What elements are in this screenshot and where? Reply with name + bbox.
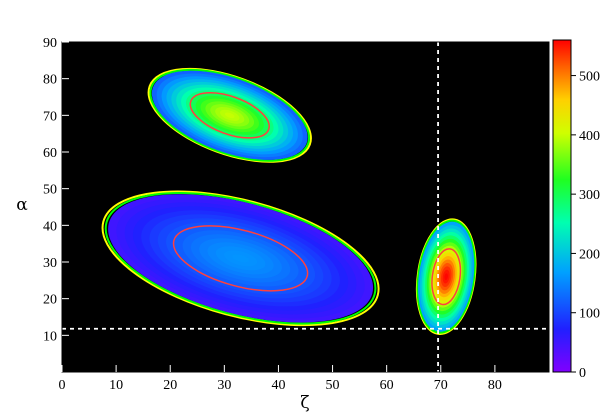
x-axis-ticks: 0 10 20 30 40 50 60 70 80 bbox=[59, 365, 502, 393]
x-tick-label: 80 bbox=[488, 378, 502, 393]
reference-lines bbox=[62, 42, 549, 372]
cluster-0 bbox=[147, 67, 312, 163]
y-tick-label: 10 bbox=[43, 329, 57, 344]
density-band bbox=[232, 254, 249, 263]
density-band bbox=[224, 112, 235, 119]
y-tick-label: 70 bbox=[43, 109, 57, 124]
y-tick-label: 20 bbox=[43, 293, 57, 308]
x-tick-label: 60 bbox=[380, 378, 394, 393]
x-tick-label: 70 bbox=[434, 378, 448, 393]
colorbar-tick-label: 400 bbox=[579, 129, 600, 144]
y-axis-ticks: 10 20 30 40 50 60 70 80 90 bbox=[43, 36, 69, 344]
y-tick-label: 60 bbox=[43, 146, 57, 161]
x-tick-label: 20 bbox=[163, 378, 177, 393]
contour-outer bbox=[101, 190, 380, 327]
colorbar bbox=[552, 39, 572, 373]
cluster-1 bbox=[101, 190, 380, 327]
density-band bbox=[444, 273, 448, 281]
colorbar-tick-label: 500 bbox=[579, 70, 600, 85]
contour-inner bbox=[172, 225, 309, 292]
colorbar-tick-label: 200 bbox=[579, 247, 600, 262]
x-tick-label: 40 bbox=[271, 378, 285, 393]
y-tick-label: 40 bbox=[43, 219, 57, 234]
y-axis-title: α bbox=[16, 195, 28, 215]
plot-frame bbox=[61, 41, 550, 373]
x-tick-label: 30 bbox=[217, 378, 231, 393]
x-tick-label: 50 bbox=[326, 378, 340, 393]
contour-inner bbox=[189, 92, 270, 139]
x-tick-label: 10 bbox=[109, 378, 123, 393]
contour-outer bbox=[104, 192, 377, 325]
colorbar-tick-label: 300 bbox=[579, 188, 600, 203]
cluster-2 bbox=[415, 218, 477, 335]
density-clusters bbox=[101, 67, 477, 335]
colorbar-tick-label: 100 bbox=[579, 307, 600, 322]
x-tick-label: 0 bbox=[59, 378, 66, 393]
x-axis-title: ζ bbox=[300, 393, 309, 413]
colorbar-tick-label: 0 bbox=[579, 366, 586, 381]
contour-outer bbox=[149, 68, 311, 162]
colorbar-ticks: 0 100 200 300 400 500 bbox=[571, 70, 600, 381]
contour-inner bbox=[431, 248, 462, 306]
y-tick-label: 50 bbox=[43, 183, 57, 198]
y-tick-label: 80 bbox=[43, 73, 57, 88]
y-tick-label: 30 bbox=[43, 256, 57, 271]
y-tick-label: 90 bbox=[43, 36, 57, 51]
